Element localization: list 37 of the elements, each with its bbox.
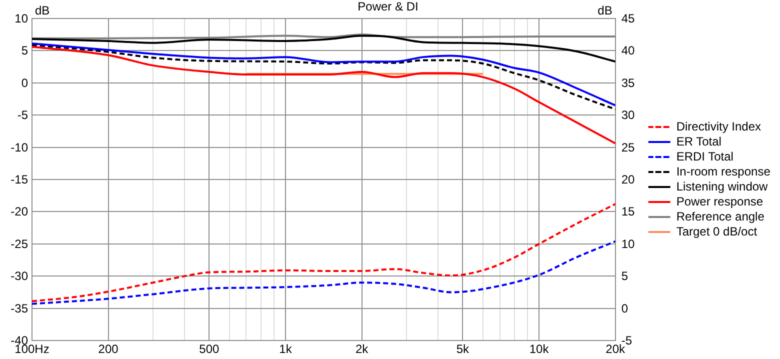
y2-tick-label: 30	[621, 108, 636, 122]
chart-title: Power & DI	[358, 0, 418, 14]
legend-label: In-room response	[676, 164, 771, 178]
legend-label: Reference angle	[676, 209, 765, 224]
y-tick-label: -35	[10, 301, 28, 316]
y-tick-label: -20	[10, 204, 28, 219]
legend-label: Power response	[676, 194, 764, 208]
x-tick-label: 10k	[529, 342, 550, 356]
y-tick-label: -5	[17, 108, 28, 122]
y2-tick-label: 0	[621, 301, 628, 316]
x-tick-label: 200	[98, 342, 119, 356]
y2-tick-label: 15	[621, 204, 636, 219]
y-tick-label: -15	[10, 172, 28, 186]
y2-tick-label: 45	[621, 11, 636, 26]
y-tick-label: 5	[21, 44, 28, 58]
legend-label: Directivity Index	[676, 119, 762, 134]
x-tick-label: 5k	[456, 342, 470, 356]
y-axis-title: dB	[35, 4, 50, 18]
x-tick-label: 2k	[355, 342, 370, 356]
y2-tick-label: 20	[621, 172, 636, 186]
y2-tick-label: 40	[621, 44, 636, 58]
y2-tick-label: 25	[621, 140, 636, 154]
y2-tick-label: 10	[621, 236, 636, 251]
legend-label: Listening window	[676, 179, 768, 194]
y-tick-label: 0	[21, 76, 28, 90]
y2-axis-title: dB	[598, 4, 612, 18]
y2-tick-label: 35	[621, 76, 636, 90]
y-tick-label: -10	[10, 140, 28, 154]
legend-label: Target 0 dB/oct	[676, 224, 758, 238]
x-tick-label: 500	[199, 342, 220, 356]
legend-label: ER Total	[676, 134, 722, 148]
x-tick-label: 1k	[279, 342, 293, 356]
y-tick-label: -25	[10, 236, 28, 251]
y-tick-label: 10	[14, 11, 28, 26]
y-tick-label: -30	[10, 269, 28, 284]
y2-tick-label: 5	[621, 269, 628, 284]
legend-label: ERDI Total	[676, 149, 734, 164]
